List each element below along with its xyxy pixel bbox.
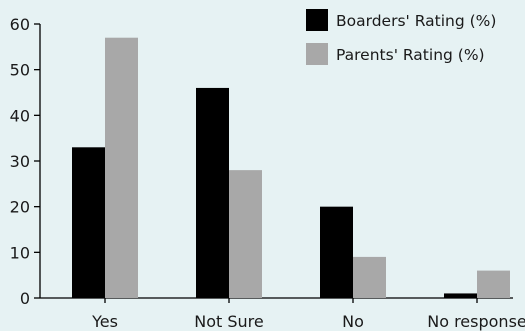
- bar-parents-no-response: [477, 270, 510, 298]
- bar-parents-yes: [105, 37, 138, 298]
- legend-swatch-boarders: [306, 9, 328, 31]
- bar-parents-not-sure: [229, 170, 262, 298]
- x-axis: Yes Not Sure No No response: [40, 297, 525, 331]
- y-tick-label: 40: [10, 106, 30, 125]
- x-tick-label: Not Sure: [194, 312, 263, 331]
- legend-swatch-parents: [306, 43, 328, 65]
- bars: [72, 37, 510, 298]
- y-tick-label: 20: [10, 198, 30, 217]
- bar-boarders-no: [320, 206, 353, 298]
- legend-label-boarders: Boarders' Rating (%): [336, 12, 496, 30]
- bar-boarders-yes: [72, 147, 105, 298]
- x-tick-label: Yes: [91, 312, 118, 331]
- y-tick-label: 60: [10, 15, 30, 34]
- bar-parents-no: [353, 256, 386, 298]
- y-tick-label: 10: [10, 243, 30, 262]
- y-tick-label: 30: [10, 152, 30, 171]
- legend: Boarders' Rating (%) Parents' Rating (%): [306, 9, 496, 65]
- legend-label-parents: Parents' Rating (%): [336, 46, 485, 64]
- bar-boarders-no-response: [444, 293, 477, 298]
- y-axis: 0 10 20 30 40 50 60: [10, 15, 41, 308]
- y-tick-label: 50: [10, 61, 30, 80]
- y-tick-label: 0: [20, 289, 30, 308]
- x-tick-label: No: [342, 312, 364, 331]
- bar-boarders-not-sure: [196, 87, 229, 298]
- x-tick-label: No response: [427, 312, 525, 331]
